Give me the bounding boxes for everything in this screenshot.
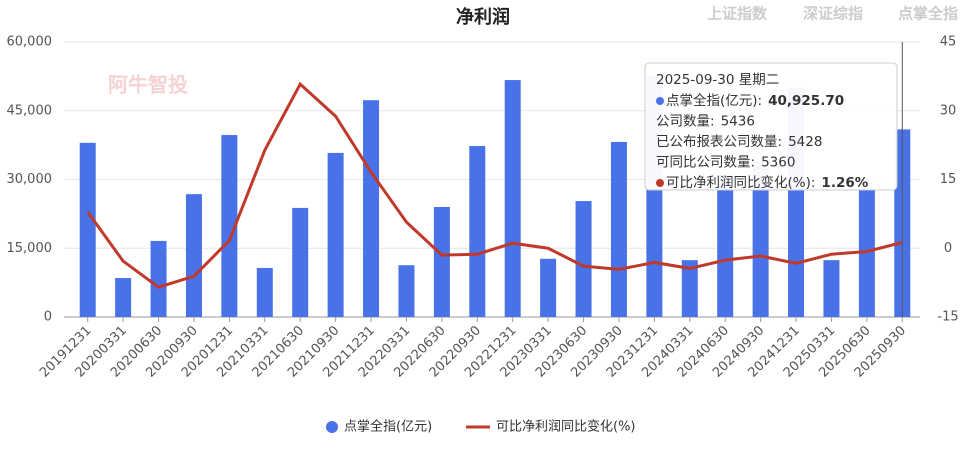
- bar: [221, 135, 238, 317]
- bar: [717, 174, 734, 317]
- y-tick-label: 30,000: [7, 172, 53, 187]
- chart-title: 净利润: [456, 6, 510, 28]
- bar: [540, 258, 557, 317]
- tooltip-row: 已公布报表公司数量: 5428: [656, 134, 822, 150]
- legend-label: 可比净利润同比变化(%): [496, 419, 636, 435]
- legend-label: 点掌全指(亿元): [344, 419, 432, 435]
- y2-tick-label: 15: [940, 172, 957, 187]
- tooltip-label: 可同比公司数量:: [656, 155, 755, 171]
- y2-tick-label: 0: [944, 241, 952, 256]
- y2-tick-label: -15: [937, 310, 958, 325]
- bar: [327, 152, 344, 317]
- bar: [681, 260, 698, 317]
- bar: [752, 161, 769, 317]
- tooltip-label: 点掌全指(亿元):: [666, 92, 762, 109]
- bar: [575, 201, 592, 317]
- tooltip-row: 可比净利润同比变化(%): 1.26%: [666, 175, 869, 191]
- y-tick-label: 15,000: [7, 241, 53, 256]
- bar: [398, 265, 415, 317]
- tooltip-value: 5436: [721, 114, 755, 130]
- y-tick-label: 0: [44, 310, 52, 325]
- watermark: 阿牛智投: [108, 73, 188, 97]
- bar: [363, 100, 380, 317]
- tooltip-box: [644, 62, 898, 191]
- tab[interactable]: 上证指数: [707, 5, 768, 23]
- legend-marker: [326, 421, 338, 433]
- bar: [610, 141, 627, 317]
- tooltip-row: 点掌全指(亿元): 40,925.70: [666, 92, 844, 109]
- tooltip-marker: [656, 179, 664, 187]
- bar: [469, 146, 486, 317]
- tab[interactable]: 点掌全指: [898, 5, 958, 23]
- bar: [115, 278, 132, 317]
- line: [86, 81, 903, 289]
- tooltip-label: 公司数量:: [656, 114, 715, 130]
- bar: [256, 267, 273, 317]
- bar: [504, 80, 521, 318]
- tooltip-value: 40,925.70: [768, 93, 844, 109]
- tooltip-title: 2025-09-30 星期二: [656, 72, 779, 88]
- y2-tick-label: 45: [940, 35, 957, 50]
- tooltip-value: 5428: [788, 134, 822, 150]
- tab[interactable]: 深证综指: [803, 5, 863, 23]
- y2-tick-label: 30: [940, 103, 957, 118]
- bar: [79, 142, 96, 317]
- tooltip-value: 5360: [761, 155, 795, 171]
- y-tick-label: 45,000: [7, 103, 53, 118]
- tooltip-label: 可比净利润同比变化(%):: [666, 175, 815, 191]
- bar: [433, 207, 450, 317]
- tooltip-value: 1.26%: [821, 175, 868, 191]
- y-tick-label: 60,000: [7, 35, 53, 50]
- bar: [185, 194, 202, 317]
- tooltip-marker: [656, 97, 664, 105]
- tooltip-row: 公司数量: 5436: [656, 114, 755, 130]
- bar: [150, 240, 167, 317]
- bar: [823, 260, 840, 317]
- tooltip-row: 可同比公司数量: 5360: [656, 155, 795, 171]
- bar: [292, 207, 309, 317]
- tooltip-label: 已公布报表公司数量:: [656, 134, 782, 150]
